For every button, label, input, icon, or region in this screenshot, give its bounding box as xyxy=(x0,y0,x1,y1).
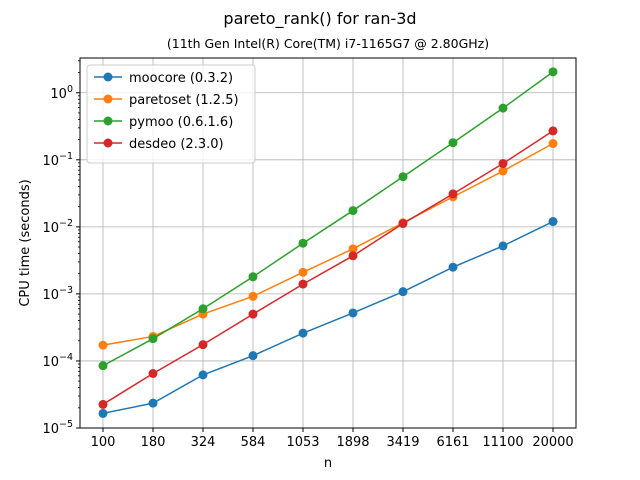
plot-frame xyxy=(79,57,577,429)
series-line xyxy=(102,130,554,406)
y-tick-label: 10−1 xyxy=(42,151,73,169)
data-point xyxy=(548,67,558,77)
data-point xyxy=(498,241,508,251)
series-layer xyxy=(98,67,558,418)
data-point xyxy=(298,279,308,289)
y-tick-label: 10−3 xyxy=(42,285,73,303)
chart-title: pareto_rank() for ran-3d xyxy=(223,9,416,29)
series-line xyxy=(102,142,554,346)
data-point xyxy=(498,159,508,169)
data-point xyxy=(348,308,358,318)
data-point xyxy=(298,328,308,338)
legend: moocore (0.3.2) paretoset (1.2.5) pymoo (0… xyxy=(86,64,256,164)
x-axis-ticks: 100 180 324 584 1053 1898 3419 6161 11100 20000 xyxy=(91,428,574,450)
data-point xyxy=(348,251,358,261)
data-point xyxy=(98,361,108,371)
data-point xyxy=(548,217,558,227)
chart-subtitle: (11th Gen Intel(R) Core(TM) i7-1165G7 @ … xyxy=(167,36,489,51)
data-point xyxy=(248,309,258,319)
data-point xyxy=(398,172,408,182)
series-line xyxy=(102,71,554,367)
x-tick-label: 180 xyxy=(141,435,166,450)
legend-box xyxy=(86,64,256,164)
x-tick-label: 1898 xyxy=(336,435,369,450)
series-line xyxy=(102,220,554,415)
data-point xyxy=(248,272,258,282)
x-tick-label: 11100 xyxy=(482,435,523,450)
legend-marker xyxy=(103,72,113,82)
data-point xyxy=(198,340,208,350)
x-tick-label: 584 xyxy=(241,435,266,450)
data-point xyxy=(498,166,508,176)
y-tick-label: 100 xyxy=(50,84,73,102)
data-point xyxy=(298,238,308,248)
data-point xyxy=(148,398,158,408)
y-tick-label: 10−4 xyxy=(42,352,73,370)
data-point xyxy=(198,304,208,314)
y-axis-ticks: 10−5 10−4 10−3 10−2 10−1 100 xyxy=(42,60,80,437)
data-point xyxy=(98,340,108,350)
x-tick-label: 100 xyxy=(91,435,116,450)
y-tick-label: 10−5 xyxy=(42,419,73,437)
x-tick-label: 1053 xyxy=(286,435,319,450)
legend-marker xyxy=(103,138,113,148)
legend-label: paretoset (1.2.5) xyxy=(129,93,239,108)
data-point xyxy=(448,189,458,199)
x-tick-label: 20000 xyxy=(532,435,573,450)
data-point xyxy=(548,126,558,136)
data-point xyxy=(448,262,458,272)
data-point xyxy=(98,399,108,409)
data-point xyxy=(298,267,308,277)
data-point xyxy=(548,139,558,149)
x-axis-label: n xyxy=(324,456,332,471)
legend-marker xyxy=(103,94,113,104)
legend-label: moocore (0.3.2) xyxy=(129,71,233,86)
y-axis-label: CPU time (seconds) xyxy=(18,179,33,306)
x-tick-label: 3419 xyxy=(386,435,419,450)
data-point xyxy=(198,370,208,380)
data-point xyxy=(248,291,258,301)
data-point xyxy=(148,368,158,378)
data-point xyxy=(398,287,408,297)
data-point xyxy=(398,219,408,229)
data-point xyxy=(248,351,258,361)
data-point xyxy=(448,138,458,148)
data-point xyxy=(98,408,108,418)
data-point xyxy=(348,244,358,254)
legend-label: pymoo (0.6.1.6) xyxy=(129,115,233,130)
y-tick-label: 10−2 xyxy=(42,218,73,236)
legend-marker xyxy=(103,116,113,126)
data-point xyxy=(148,334,158,344)
x-tick-label: 6161 xyxy=(436,435,469,450)
legend-label: desdeo (2.3.0) xyxy=(129,137,224,152)
x-tick-label: 324 xyxy=(191,435,216,450)
data-point xyxy=(348,206,358,216)
data-point xyxy=(498,103,508,113)
